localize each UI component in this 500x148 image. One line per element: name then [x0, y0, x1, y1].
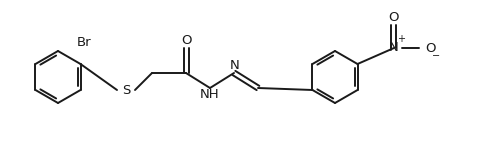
Text: Br: Br	[77, 36, 92, 49]
Text: NH: NH	[200, 89, 220, 102]
Text: N: N	[389, 41, 399, 53]
Text: +: +	[397, 34, 405, 44]
Text: O: O	[181, 33, 192, 46]
Text: S: S	[122, 83, 130, 96]
Text: O: O	[388, 11, 399, 24]
Text: −: −	[432, 51, 440, 61]
Text: O: O	[425, 41, 436, 54]
Text: N: N	[230, 58, 240, 71]
